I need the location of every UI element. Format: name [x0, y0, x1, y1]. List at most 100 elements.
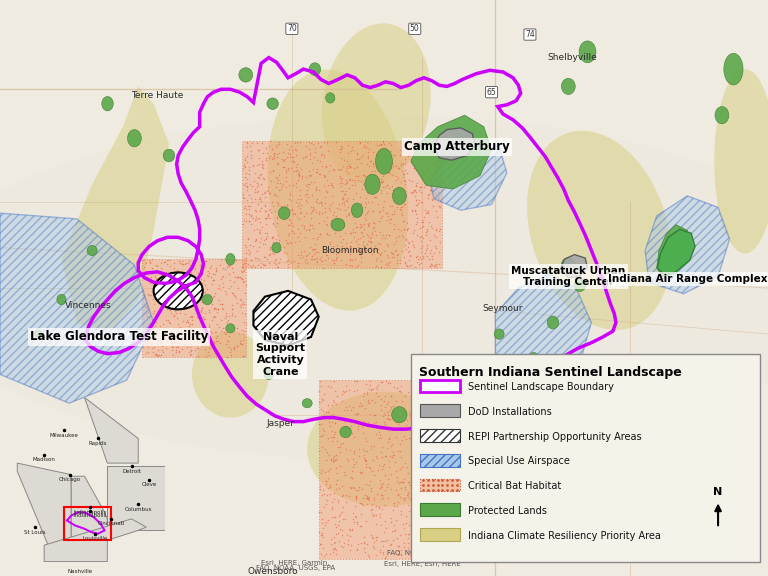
Point — [280, 256, 293, 265]
Point — [147, 323, 159, 332]
Point — [295, 250, 307, 259]
Point — [207, 275, 220, 285]
Text: Special Use Airspace: Special Use Airspace — [468, 456, 570, 467]
Point — [172, 267, 184, 276]
Text: 70: 70 — [287, 24, 296, 33]
Point — [292, 194, 304, 203]
Point — [268, 153, 280, 162]
Point — [184, 332, 197, 342]
Point — [199, 345, 211, 354]
Point — [379, 471, 391, 480]
Point — [181, 342, 194, 351]
Point — [200, 352, 213, 361]
Point — [336, 241, 349, 251]
Point — [496, 454, 508, 463]
Point — [272, 263, 284, 272]
Point — [459, 415, 472, 424]
Point — [355, 510, 367, 519]
Point — [539, 378, 551, 388]
Point — [353, 245, 366, 255]
Point — [356, 222, 368, 232]
Point — [411, 396, 423, 405]
Point — [244, 202, 257, 211]
Point — [462, 453, 475, 463]
Point — [535, 451, 547, 460]
Point — [338, 190, 350, 199]
Point — [329, 537, 342, 546]
Bar — [420, 479, 460, 491]
Point — [398, 407, 410, 416]
Point — [385, 141, 397, 150]
Point — [359, 455, 371, 464]
Point — [434, 202, 446, 211]
Point — [351, 410, 363, 419]
Point — [150, 261, 162, 270]
Point — [429, 157, 441, 166]
Point — [503, 548, 515, 557]
Point — [241, 137, 253, 146]
Point — [392, 419, 404, 429]
Point — [250, 253, 263, 262]
Point — [415, 198, 428, 207]
Point — [329, 494, 341, 503]
Point — [186, 315, 198, 324]
Point — [441, 547, 453, 556]
Point — [139, 329, 151, 338]
Point — [492, 383, 504, 392]
Point — [422, 515, 434, 524]
Point — [402, 262, 415, 271]
Point — [310, 184, 322, 194]
Point — [466, 528, 478, 537]
Point — [149, 321, 161, 331]
Point — [300, 151, 312, 161]
Point — [328, 451, 340, 460]
Point — [182, 297, 194, 306]
Point — [351, 149, 363, 158]
Point — [359, 210, 372, 219]
Point — [266, 154, 278, 164]
Point — [141, 336, 154, 345]
Point — [389, 247, 402, 256]
Point — [149, 282, 161, 291]
Point — [281, 166, 293, 175]
Point — [240, 249, 253, 258]
Point — [198, 335, 210, 344]
Point — [420, 141, 432, 150]
Point — [412, 498, 424, 507]
Point — [343, 175, 356, 184]
Point — [422, 176, 435, 185]
Point — [474, 435, 486, 444]
Point — [483, 488, 495, 498]
Point — [464, 377, 476, 386]
Point — [402, 242, 414, 252]
Point — [207, 269, 219, 278]
Point — [181, 282, 194, 291]
Point — [404, 412, 416, 422]
Point — [341, 196, 353, 206]
Point — [498, 378, 510, 388]
Point — [382, 414, 395, 423]
Point — [381, 180, 393, 190]
Point — [234, 294, 247, 304]
Point — [515, 445, 528, 454]
Point — [329, 255, 342, 264]
Point — [337, 195, 349, 204]
Point — [465, 485, 477, 494]
Point — [355, 198, 367, 207]
Point — [250, 187, 262, 196]
Point — [164, 270, 177, 279]
Point — [313, 233, 325, 242]
Point — [362, 418, 375, 427]
Point — [197, 334, 209, 343]
Point — [331, 222, 343, 231]
Point — [498, 506, 511, 516]
Point — [310, 156, 323, 165]
Point — [152, 346, 164, 355]
Point — [378, 247, 390, 256]
Point — [359, 547, 372, 556]
Text: St Louis: St Louis — [24, 529, 45, 535]
Point — [239, 309, 251, 319]
Point — [155, 258, 167, 267]
Point — [316, 518, 328, 528]
Point — [370, 385, 382, 394]
